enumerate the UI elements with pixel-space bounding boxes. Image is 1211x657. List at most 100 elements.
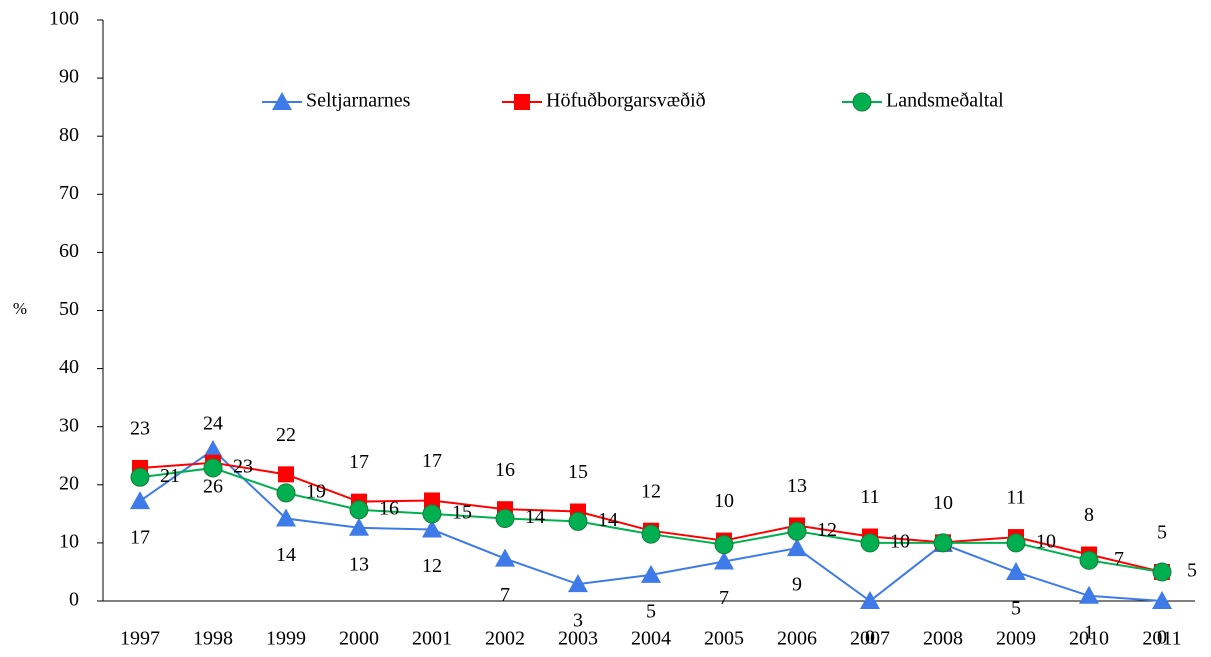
data-label: 1	[1084, 621, 1094, 643]
data-label: 17	[130, 527, 150, 549]
data-point	[787, 521, 807, 541]
data-label: 3	[573, 610, 583, 632]
data-point	[714, 551, 734, 570]
data-point	[714, 535, 734, 555]
data-point	[1006, 561, 1026, 580]
legend-label: Höfuðborgarsvæðið	[546, 90, 706, 112]
data-label: 15	[568, 461, 588, 483]
data-label: 19	[306, 481, 326, 503]
x-tick-label: 1997	[120, 628, 160, 650]
data-point	[422, 519, 442, 538]
data-label: 17	[349, 451, 369, 473]
data-point	[422, 504, 442, 524]
x-tick-label: 1999	[266, 628, 306, 650]
data-label: 5	[646, 600, 656, 622]
data-point	[276, 508, 296, 527]
x-tick-label: 2004	[631, 628, 671, 650]
x-tick-label: 2007	[850, 628, 890, 650]
y-tick-label: 40	[59, 356, 79, 378]
data-label: 21	[160, 465, 180, 487]
data-label: 7	[1114, 548, 1124, 570]
data-point	[203, 439, 223, 458]
legend-label: Seltjarnarnes	[306, 90, 411, 112]
y-tick-label: 100	[49, 8, 79, 30]
data-point	[787, 538, 807, 557]
x-tick-label: 2009	[996, 628, 1036, 650]
data-point	[1006, 533, 1026, 553]
data-label: 10	[1036, 530, 1056, 552]
data-label: 9	[792, 574, 802, 596]
data-point	[203, 458, 223, 478]
x-tick-label: 2008	[923, 628, 963, 650]
data-label: 12	[641, 480, 661, 502]
legend-label: Landsmeðaltal	[886, 90, 1004, 112]
data-point	[860, 533, 880, 553]
data-point	[568, 574, 588, 593]
data-label: 0	[865, 627, 875, 649]
data-label: 0	[1157, 627, 1167, 649]
data-label: 5	[1157, 522, 1167, 544]
x-tick-label: 2003	[558, 628, 598, 650]
data-label: 10	[933, 492, 953, 514]
data-point	[424, 492, 440, 509]
y-tick-label: 70	[59, 182, 79, 204]
legend-marker	[852, 92, 872, 112]
data-point	[276, 483, 296, 503]
data-label: 17	[422, 450, 442, 472]
data-label: 23	[233, 456, 253, 478]
data-point	[933, 533, 953, 553]
x-tick-label: 1998	[193, 628, 233, 650]
x-tick-label: 2010	[1069, 628, 1109, 650]
data-point	[641, 564, 661, 583]
x-tick-label: 2002	[485, 628, 525, 650]
data-label: 11	[1006, 487, 1025, 509]
data-label: 12	[422, 555, 442, 577]
y-tick-label: 20	[59, 472, 79, 494]
x-tick-label: 2006	[777, 628, 817, 650]
data-label: 11	[860, 486, 879, 508]
data-point	[568, 511, 588, 531]
data-label: 5	[1187, 560, 1197, 582]
data-label: 7	[719, 587, 729, 609]
data-point	[278, 466, 294, 483]
data-label: 23	[130, 418, 150, 440]
data-label: 22	[276, 424, 296, 446]
data-label: 12	[817, 519, 837, 541]
data-label: 24	[203, 412, 223, 434]
y-tick-label: 0	[69, 589, 79, 611]
data-point	[1079, 550, 1099, 570]
data-point	[641, 524, 661, 544]
x-tick-label: 2001	[412, 628, 452, 650]
data-label: 7	[500, 584, 510, 606]
data-label: 13	[349, 553, 369, 575]
y-tick-label: 30	[59, 414, 79, 436]
data-point	[349, 500, 369, 520]
data-point	[495, 548, 515, 567]
data-label: 14	[276, 544, 296, 566]
data-point	[130, 491, 150, 510]
x-tick-label: 2005	[704, 628, 744, 650]
data-point	[1152, 591, 1172, 609]
data-label: 8	[1084, 504, 1094, 526]
x-tick-label: 2011	[1142, 628, 1181, 650]
data-label: 5	[1011, 598, 1021, 620]
data-label: 16	[379, 497, 399, 519]
y-tick-label: 80	[59, 124, 79, 146]
y-tick-label: 60	[59, 240, 79, 262]
legend-marker	[514, 94, 530, 110]
data-label: 14	[598, 509, 618, 531]
legend-marker	[272, 92, 292, 110]
data-point	[495, 508, 515, 528]
data-point	[349, 517, 369, 536]
data-label: 10	[890, 530, 910, 552]
y-tick-label: 50	[59, 298, 79, 320]
y-axis-label: %	[13, 299, 27, 318]
data-point	[1079, 585, 1099, 604]
data-label: 13	[787, 475, 807, 497]
y-tick-label: 10	[59, 530, 79, 552]
x-tick-label: 2000	[339, 628, 379, 650]
data-point	[130, 467, 150, 487]
y-tick-label: 90	[59, 66, 79, 88]
data-label: 14	[525, 506, 545, 528]
